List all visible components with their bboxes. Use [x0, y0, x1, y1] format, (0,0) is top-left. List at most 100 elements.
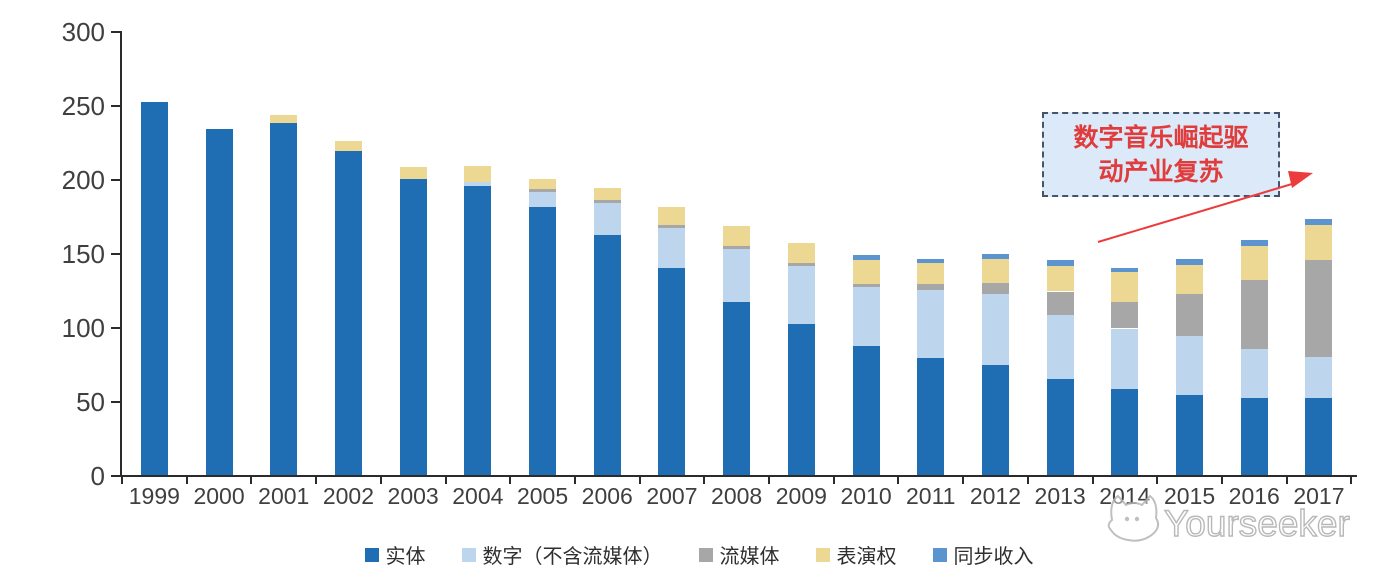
legend-item: 同步收入 [932, 540, 1034, 569]
bar-segment [1111, 267, 1139, 273]
bar-column-1999 [140, 31, 168, 475]
x-tick [1220, 477, 1223, 484]
legend-label: 同步收入 [953, 544, 1034, 568]
bar-segment [399, 179, 427, 475]
bar-column-2001 [270, 31, 298, 475]
bar-segment [270, 115, 298, 123]
bar-column-2005 [529, 31, 557, 475]
bar-segment [917, 358, 945, 475]
legend-marker-icon [932, 547, 947, 562]
bar-segment [852, 254, 880, 261]
x-axis-label: 2014 [1099, 483, 1151, 509]
bar-segment [593, 187, 621, 200]
bar-segment [852, 260, 880, 285]
x-tick [573, 477, 576, 484]
bar-segment [1305, 224, 1333, 261]
bar-column-2003 [399, 31, 427, 475]
bar-segment [464, 165, 492, 182]
bar-segment [464, 181, 492, 187]
bar-segment [270, 122, 298, 475]
y-axis-label: 250 [61, 91, 105, 121]
bar-segment [205, 128, 233, 475]
y-tick [111, 401, 120, 403]
bar-column-2004 [464, 31, 492, 475]
x-axis-label: 2005 [516, 483, 569, 509]
y-tick [111, 31, 120, 33]
x-axis [113, 475, 1358, 477]
bar-segment [1305, 218, 1333, 225]
legend-marker-icon [461, 547, 476, 562]
bar-column-2002 [334, 31, 362, 475]
y-axis-label: 50 [76, 387, 105, 417]
bar-segment [787, 263, 815, 267]
bar-column-2015 [1176, 31, 1204, 475]
bar-segment [529, 207, 557, 475]
x-axis-label: 2007 [646, 483, 698, 509]
bar-segment [1111, 328, 1139, 390]
y-axis-label: 0 [90, 461, 105, 491]
bar-segment [529, 179, 557, 190]
x-axis-label: 2016 [1228, 483, 1280, 509]
x-axis-label: 2001 [258, 483, 310, 509]
x-tick [121, 477, 123, 484]
x-tick [1285, 477, 1288, 484]
legend-label: 流媒体 [719, 544, 780, 568]
bar-segment [334, 150, 362, 475]
x-tick [897, 477, 900, 484]
bar-column-2006 [593, 31, 621, 475]
bar-segment [1111, 389, 1139, 475]
bar-segment [658, 207, 686, 225]
bar-segment [723, 245, 751, 249]
bar-segment [1176, 294, 1204, 336]
bar-segment [1240, 398, 1268, 475]
legend-item: 实体 [364, 540, 426, 569]
legend-marker-icon [364, 547, 379, 562]
x-tick [315, 477, 318, 484]
bar-column-2000 [205, 31, 233, 475]
bar-segment [658, 224, 686, 228]
bar-segment [334, 140, 362, 151]
y-axis-label: 100 [61, 313, 105, 343]
bar-segment [1176, 395, 1204, 475]
bar-segment [464, 186, 492, 475]
bar-segment [1046, 315, 1074, 379]
legend-item: 数字（不含流媒体） [461, 540, 663, 569]
legend-item: 流媒体 [698, 540, 780, 569]
bar-segment [917, 263, 945, 285]
bar-segment [529, 192, 557, 208]
bar-segment [852, 287, 880, 347]
bar-segment [1111, 272, 1139, 302]
legend-item: 表演权 [815, 540, 897, 569]
bar-segment [723, 248, 751, 302]
x-tick [509, 477, 512, 484]
annotation-text-line2: 动产业复苏 [1098, 156, 1224, 186]
legend-label: 实体 [385, 544, 426, 568]
x-axis-label: 2013 [1034, 483, 1086, 509]
annotation-text-line1: 数字音乐崛起驱 [1073, 122, 1249, 152]
bar-segment [1240, 245, 1268, 280]
bar-column-2014 [1111, 31, 1139, 475]
x-tick [1156, 477, 1159, 484]
bar-segment [593, 199, 621, 203]
bar-segment [787, 324, 815, 475]
x-axis-label: 2006 [581, 483, 633, 509]
annotation-callout: 数字音乐崛起驱 动产业复苏 [1042, 112, 1280, 197]
bar-column-2010 [852, 31, 880, 475]
bar-segment [1176, 258, 1204, 265]
x-tick [768, 477, 770, 484]
bar-segment [723, 226, 751, 246]
bar-segment [1240, 349, 1268, 399]
x-axis-label: 2010 [840, 483, 892, 509]
bar-segment [1176, 335, 1204, 396]
y-axis [120, 31, 122, 477]
y-tick [111, 327, 120, 329]
bar-segment [593, 202, 621, 236]
bar-segment [140, 102, 168, 475]
x-tick [962, 477, 965, 484]
bar-segment [723, 301, 751, 475]
x-axis-label: 2012 [969, 483, 1022, 509]
bar-segment [593, 235, 621, 475]
y-axis-label: 200 [61, 165, 105, 195]
